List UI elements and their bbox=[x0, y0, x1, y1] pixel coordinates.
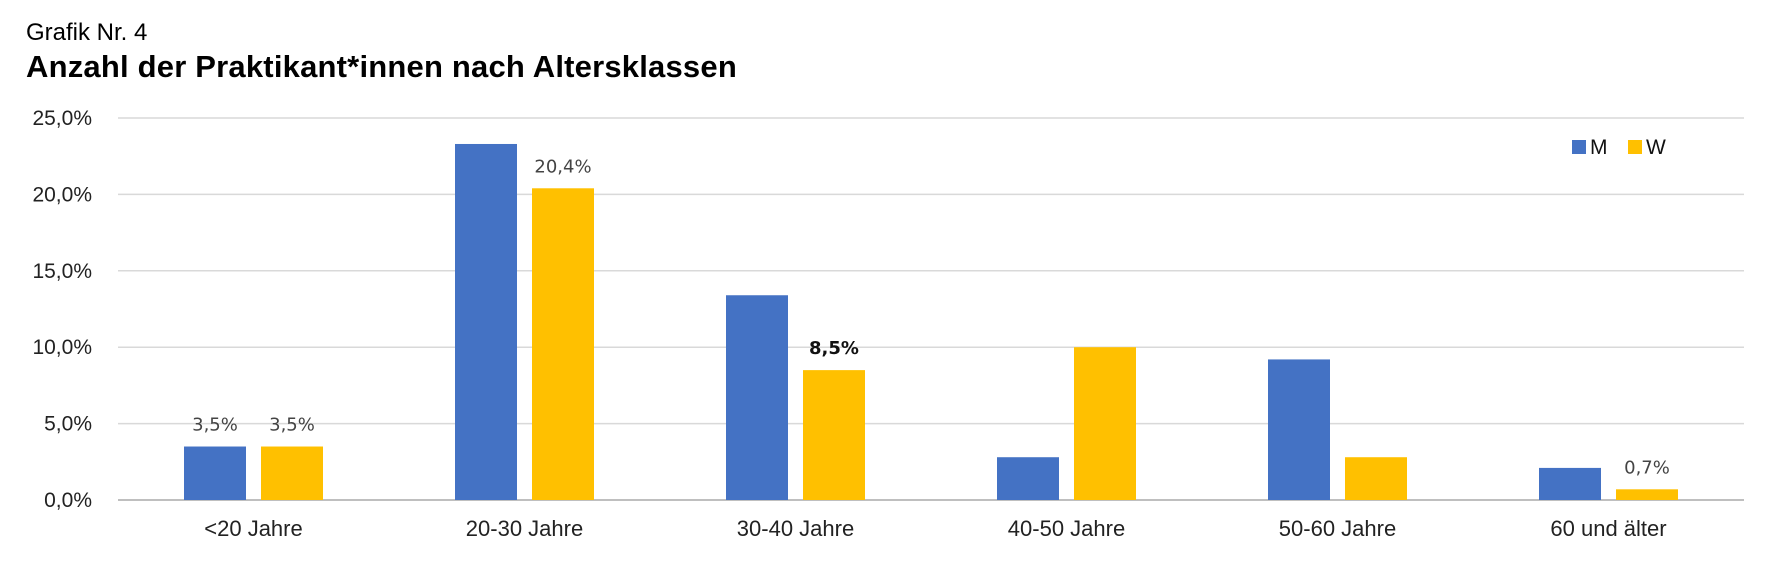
x-tick-label: 30-40 Jahre bbox=[737, 516, 854, 541]
data-label: 3,5% bbox=[192, 415, 238, 436]
data-label: 20,4% bbox=[534, 156, 591, 177]
chart-title: Anzahl der Praktikant*innen nach Altersk… bbox=[26, 49, 737, 84]
data-label: 0,7% bbox=[1624, 457, 1670, 478]
legend-label-m: M bbox=[1590, 136, 1608, 159]
bar-m-0 bbox=[184, 446, 246, 500]
data-labels: 3,5% 3,5% 20,4% 8,5% 0,7% bbox=[192, 156, 1670, 478]
bar-w-0 bbox=[261, 446, 323, 500]
y-tick-label: 10,0% bbox=[32, 336, 92, 359]
y-axis-ticks: 0,0% 5,0% 10,0% 15,0% 20,0% 25,0% bbox=[32, 107, 92, 512]
bar-m-3 bbox=[997, 457, 1059, 500]
chart-subtitle: Grafik Nr. 4 bbox=[26, 19, 148, 46]
x-axis-labels: <20 Jahre 20-30 Jahre 30-40 Jahre 40-50 Jah… bbox=[204, 516, 1666, 541]
y-tick-label: 0,0% bbox=[44, 489, 92, 512]
x-tick-label: 40-50 Jahre bbox=[1008, 516, 1125, 541]
gridlines bbox=[118, 117, 1744, 501]
y-tick-label: 15,0% bbox=[32, 260, 92, 283]
bar-m-5 bbox=[1539, 467, 1601, 500]
bar-w-1 bbox=[532, 188, 594, 500]
bar-w-4 bbox=[1345, 457, 1407, 500]
bar-w-3 bbox=[1074, 347, 1136, 500]
x-tick-label: 50-60 Jahre bbox=[1279, 516, 1396, 541]
legend-swatch-m bbox=[1572, 140, 1586, 154]
x-tick-label: 60 und älter bbox=[1550, 516, 1666, 541]
bars bbox=[184, 143, 1678, 500]
legend-swatch-w bbox=[1628, 140, 1642, 154]
x-tick-label: 20-30 Jahre bbox=[466, 516, 583, 541]
data-label: 3,5% bbox=[269, 415, 315, 436]
data-label: 8,5% bbox=[809, 338, 859, 359]
x-tick-label: <20 Jahre bbox=[204, 516, 302, 541]
y-tick-label: 25,0% bbox=[32, 107, 92, 130]
bar-m-1 bbox=[455, 143, 517, 500]
y-tick-label: 20,0% bbox=[32, 183, 92, 206]
bar-m-2 bbox=[726, 295, 788, 500]
bar-w-2 bbox=[803, 370, 865, 500]
bar-m-4 bbox=[1268, 359, 1330, 500]
chart-header: Grafik Nr. 4 Anzahl der Praktikant*innen… bbox=[26, 18, 737, 86]
y-tick-label: 5,0% bbox=[44, 413, 92, 436]
legend-label-w: W bbox=[1646, 136, 1666, 159]
bar-w-5 bbox=[1616, 489, 1678, 500]
